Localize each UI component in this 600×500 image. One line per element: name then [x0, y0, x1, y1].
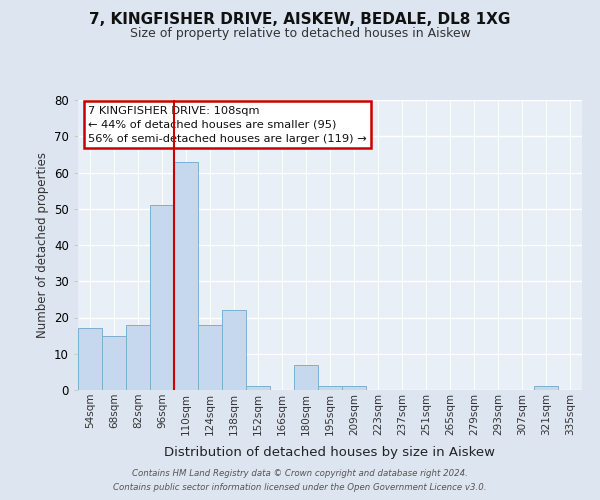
Text: Contains HM Land Registry data © Crown copyright and database right 2024.: Contains HM Land Registry data © Crown c…	[132, 468, 468, 477]
Bar	[78, 328, 102, 390]
Text: 7, KINGFISHER DRIVE, AISKEW, BEDALE, DL8 1XG: 7, KINGFISHER DRIVE, AISKEW, BEDALE, DL8…	[89, 12, 511, 28]
Bar	[294, 364, 318, 390]
Bar	[222, 310, 246, 390]
Bar	[102, 336, 126, 390]
Text: 7 KINGFISHER DRIVE: 108sqm
← 44% of detached houses are smaller (95)
56% of semi: 7 KINGFISHER DRIVE: 108sqm ← 44% of deta…	[88, 106, 367, 144]
Text: Contains public sector information licensed under the Open Government Licence v3: Contains public sector information licen…	[113, 484, 487, 492]
Bar	[342, 386, 366, 390]
X-axis label: Distribution of detached houses by size in Aiskew: Distribution of detached houses by size …	[164, 446, 496, 459]
Bar	[246, 386, 270, 390]
Bar	[534, 386, 558, 390]
Text: Size of property relative to detached houses in Aiskew: Size of property relative to detached ho…	[130, 28, 470, 40]
Bar	[318, 386, 342, 390]
Y-axis label: Number of detached properties: Number of detached properties	[35, 152, 49, 338]
Bar	[126, 325, 150, 390]
Bar	[150, 205, 174, 390]
Bar	[174, 162, 198, 390]
Bar	[198, 325, 222, 390]
